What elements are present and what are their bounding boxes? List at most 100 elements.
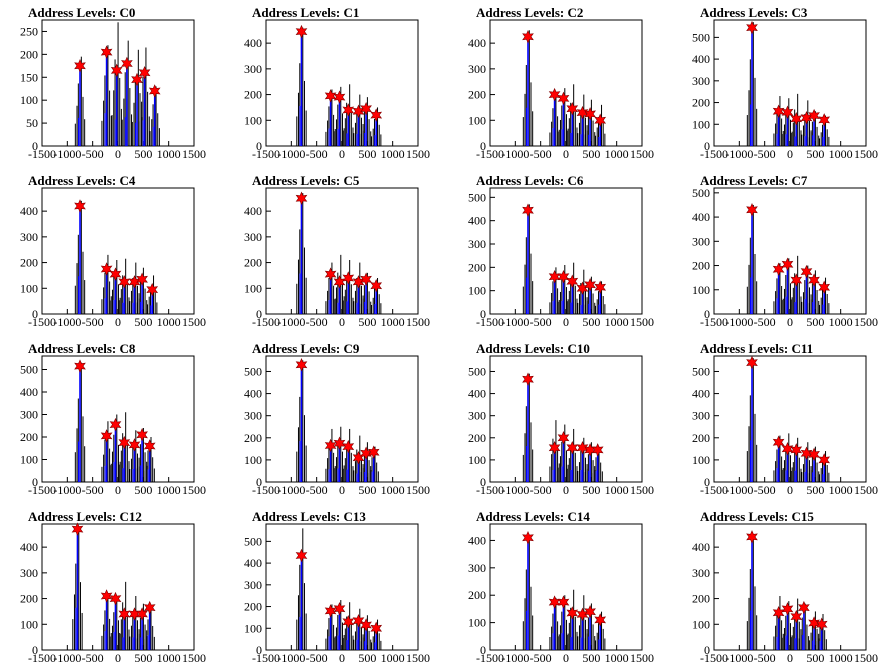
x-tick-label: -1500: [252, 483, 280, 497]
y-tick-label: 100: [692, 117, 710, 131]
x-tick-label: 1500: [182, 315, 206, 329]
x-tick-label: -1000: [277, 651, 305, 665]
peak-marker: [790, 609, 803, 624]
y-tick-label: 100: [244, 453, 262, 467]
x-tick-label: -1000: [277, 315, 305, 329]
peak-marker: [324, 438, 337, 453]
peak-marker: [367, 445, 380, 459]
x-tick-label: 0: [339, 315, 345, 329]
peak-marker: [333, 90, 346, 104]
x-tick-label: 1000: [829, 651, 853, 665]
x-tick-label: -1000: [501, 651, 529, 665]
peak-marker: [342, 439, 355, 454]
y-tick-label: 400: [468, 387, 486, 401]
x-tick-label: 1000: [605, 483, 629, 497]
y-tick-label: 0: [256, 475, 262, 489]
x-tick-label: -1500: [252, 315, 280, 329]
peak-marker: [818, 113, 831, 127]
chart-panel: Address Levels: C30100200300400500-1500-…: [692, 5, 878, 161]
x-tick-label: 1500: [406, 483, 430, 497]
peak-marker: [800, 446, 813, 461]
peak-marker: [136, 607, 148, 621]
y-tick-label: 200: [468, 88, 486, 102]
x-tick-label: -1000: [501, 315, 529, 329]
x-tick-label: 1500: [182, 147, 206, 161]
x-tick-label: 500: [134, 147, 152, 161]
y-tick-label: 200: [20, 47, 38, 61]
x-tick-label: -1000: [277, 147, 305, 161]
peak-marker: [591, 443, 604, 457]
y-tick-label: 0: [32, 307, 38, 321]
x-tick-label: 1000: [157, 483, 181, 497]
x-tick-label: -1500: [476, 483, 504, 497]
x-tick-label: -1500: [28, 651, 56, 665]
y-tick-label: 0: [256, 139, 262, 153]
peak-marker: [557, 431, 570, 445]
y-tick-label: 100: [468, 616, 486, 630]
x-tick-label: -500: [530, 147, 552, 161]
y-tick-label: 300: [692, 409, 710, 423]
chart-title: Address Levels: C12: [28, 509, 142, 524]
peak-marker: [109, 267, 122, 281]
x-tick-label: 0: [787, 315, 793, 329]
y-tick-label: 400: [468, 36, 486, 50]
x-tick-label: 1000: [381, 483, 405, 497]
chart-title: Address Levels: C5: [252, 173, 360, 188]
y-tick-label: 0: [704, 475, 710, 489]
chart-panel: Address Levels: C0 0 50 100 150 200 250 -1500-1…: [20, 5, 206, 161]
chart-panel: Address Levels: C4 0 100 200 300 400 -1500-100…: [20, 173, 206, 329]
y-tick-label: 200: [468, 588, 486, 602]
y-tick-label: 200: [692, 96, 710, 110]
x-tick-label: -1000: [53, 315, 81, 329]
peak-marker: [138, 65, 151, 80]
x-tick-label: 500: [582, 147, 600, 161]
peak-marker: [118, 607, 131, 621]
y-tick-label: 0: [32, 643, 38, 657]
peak-marker: [790, 273, 803, 287]
y-tick-label: 400: [20, 540, 38, 554]
y-tick-label: 500: [244, 364, 262, 378]
x-tick-label: 1000: [605, 147, 629, 161]
y-tick-label: 400: [692, 540, 710, 554]
peak-marker: [584, 107, 596, 121]
y-tick-label: 400: [244, 36, 262, 50]
x-tick-label: -1500: [700, 315, 728, 329]
y-tick-label: 200: [244, 256, 262, 270]
y-tick-label: 100: [244, 113, 262, 127]
x-tick-label: 1000: [605, 651, 629, 665]
peak-marker: [584, 278, 596, 292]
y-tick-label: 100: [468, 453, 486, 467]
x-tick-label: 1000: [157, 651, 181, 665]
x-tick-label: -500: [754, 315, 776, 329]
peak-marker: [557, 595, 570, 609]
y-tick-label: 200: [468, 431, 486, 445]
chart-title: Address Levels: C13: [252, 509, 366, 524]
x-tick-label: 0: [563, 483, 569, 497]
peak-marker: [118, 275, 131, 289]
y-tick-label: 300: [244, 62, 262, 76]
peak-marker: [781, 105, 794, 120]
y-tick-label: 500: [244, 534, 262, 548]
peak-marker: [71, 522, 84, 536]
x-tick-label: 1000: [829, 147, 853, 161]
x-tick-label: -1000: [725, 483, 753, 497]
chart-title: Address Levels: C2: [476, 5, 583, 20]
peak-marker: [548, 269, 561, 284]
x-tick-label: 1500: [630, 147, 654, 161]
x-tick-label: -1500: [252, 147, 280, 161]
y-tick-label: 200: [692, 431, 710, 445]
x-tick-label: -500: [306, 315, 328, 329]
x-tick-label: 1500: [630, 315, 654, 329]
peak-marker: [522, 530, 534, 545]
peak-marker: [790, 443, 803, 457]
y-tick-label: 200: [244, 600, 262, 614]
x-tick-label: 0: [339, 147, 345, 161]
peak-marker: [74, 359, 86, 373]
peak-marker: [746, 355, 758, 370]
peak-marker: [781, 257, 794, 272]
y-tick-label: 300: [20, 408, 38, 422]
chart-title: Address Levels: C9: [252, 341, 360, 356]
peak-marker: [808, 616, 820, 630]
x-tick-label: 1500: [406, 651, 430, 665]
y-tick-label: 400: [692, 210, 710, 224]
